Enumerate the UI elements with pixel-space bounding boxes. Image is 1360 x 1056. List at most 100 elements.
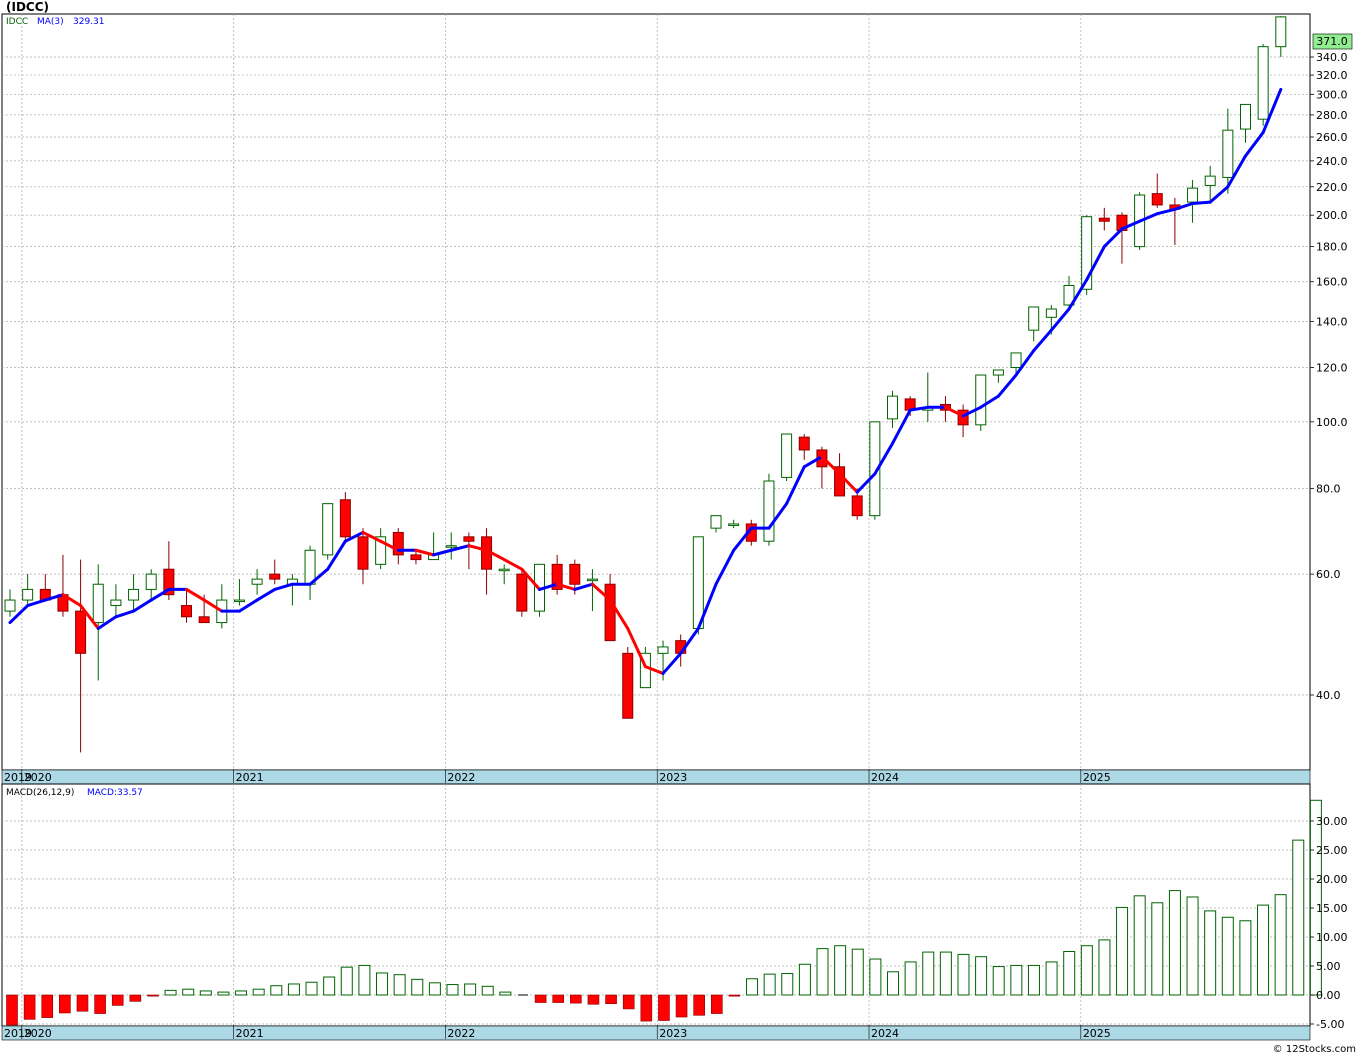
candle-body [1045, 308, 1057, 318]
ma-segment [414, 548, 436, 557]
ma-segment [43, 593, 65, 602]
ma-segment [679, 626, 700, 655]
macd-y-tick-label: 5.00 [1316, 960, 1341, 973]
candle-body [1063, 284, 1075, 306]
ma-segment [785, 465, 806, 506]
candle-body [375, 536, 387, 565]
ma-segment [96, 615, 118, 630]
price-grid [2, 14, 1310, 770]
macd-bar [587, 994, 600, 1005]
ma-segment [8, 604, 30, 625]
candle-body [392, 531, 404, 556]
x-tick-label: 2023 [659, 1027, 687, 1040]
price-y-tick-label: 80.0 [1316, 482, 1341, 495]
candle-body [992, 369, 1004, 376]
ma-segment [26, 598, 47, 608]
macd-bar [323, 976, 336, 996]
candle-body [1204, 175, 1216, 186]
macd-bar [1292, 839, 1305, 996]
price-y-axis: 40.0 60.0 80.0 100.0 120.0 140.0 160.0 180.0 200… [1310, 51, 1348, 702]
macd-bar [481, 985, 494, 996]
macd-y-tick-label: 20.00 [1316, 873, 1348, 886]
candle-body [410, 554, 422, 561]
ma-segment [608, 598, 630, 630]
ma-segment [1226, 154, 1247, 189]
macd-bar [728, 994, 741, 997]
candle-body [445, 545, 457, 548]
ma-segment [308, 567, 330, 586]
ma-segment [1261, 87, 1283, 134]
price-y-tick-label: 40.0 [1316, 689, 1341, 702]
candle-body [763, 480, 775, 542]
ma-segment [1085, 245, 1106, 282]
candle-body [233, 599, 245, 603]
price-y-tick-label: 200.0 [1316, 209, 1348, 222]
macd-y-tick-label: 25.00 [1316, 844, 1348, 857]
price-y-tick-label: 300.0 [1316, 88, 1348, 101]
macd-bar [975, 956, 988, 996]
macd-bar [305, 981, 318, 996]
macd-bar [1080, 945, 1093, 996]
macd-bar [1221, 916, 1234, 996]
macd-bar [1063, 951, 1076, 996]
macd-bar [499, 991, 512, 996]
ma-segment [573, 582, 594, 591]
ma-segment [61, 593, 83, 608]
candle-body [639, 652, 651, 689]
macd-bar [658, 994, 670, 1021]
macd-y-axis: -5.00 0.00 5.00 10.00 15.00 20.00 25.00 30.00 [1310, 815, 1348, 1031]
ma-segment [237, 598, 259, 613]
candle-body [304, 549, 316, 585]
candle-body [834, 466, 846, 497]
candle-body [798, 436, 810, 451]
chart-title: (IDCC) [6, 0, 49, 14]
macd-y-tick-label: 15.00 [1316, 902, 1348, 915]
price-y-tick-label: 320.0 [1316, 69, 1348, 82]
macd-bar [217, 991, 230, 996]
macd-bar [287, 983, 300, 996]
ma-segment [943, 405, 965, 418]
candle-body [4, 599, 16, 612]
macd-bar [41, 994, 54, 1018]
ma-segment [1049, 307, 1071, 332]
macd-bar [622, 994, 635, 1010]
macd-bar [1309, 799, 1322, 996]
macd-bar [252, 988, 265, 996]
candle-body [269, 573, 281, 580]
candle-body [322, 503, 334, 556]
ma-segment [273, 582, 294, 591]
x-tick-label: 2020 [24, 1027, 52, 1040]
ma-segment [696, 582, 718, 630]
macd-bar [710, 994, 723, 1014]
macd-bar [781, 973, 794, 996]
candle-body [657, 646, 669, 654]
ma-segment [838, 472, 859, 494]
price-y-tick-label: 340.0 [1316, 51, 1348, 64]
macd-bar [1186, 896, 1199, 996]
ma-segment [767, 502, 789, 530]
x-tick-label: 2019 [4, 1027, 32, 1040]
candle-body [1151, 193, 1163, 206]
x-tick-label: 2022 [447, 771, 475, 784]
candle-body [957, 409, 969, 426]
candle-body [975, 374, 987, 426]
candle-body [1187, 187, 1199, 203]
macd-bar [693, 994, 705, 1016]
candle-body [1010, 352, 1022, 368]
ma-segment [855, 472, 877, 494]
macd-bar [147, 994, 159, 997]
macd-bar [816, 948, 829, 996]
macd-bar [904, 961, 917, 996]
x-tick-label: 2020 [24, 771, 52, 784]
x-tick-label: 2019 [4, 771, 32, 784]
macd-bar [1257, 904, 1270, 996]
ma-segment [1014, 349, 1036, 377]
macd-bar [94, 994, 106, 1014]
candle-body [1240, 103, 1251, 130]
candle-body [728, 523, 740, 526]
macd-bar [464, 983, 477, 996]
macd-bar [605, 994, 617, 1004]
x-tick-label: 2024 [871, 771, 899, 784]
